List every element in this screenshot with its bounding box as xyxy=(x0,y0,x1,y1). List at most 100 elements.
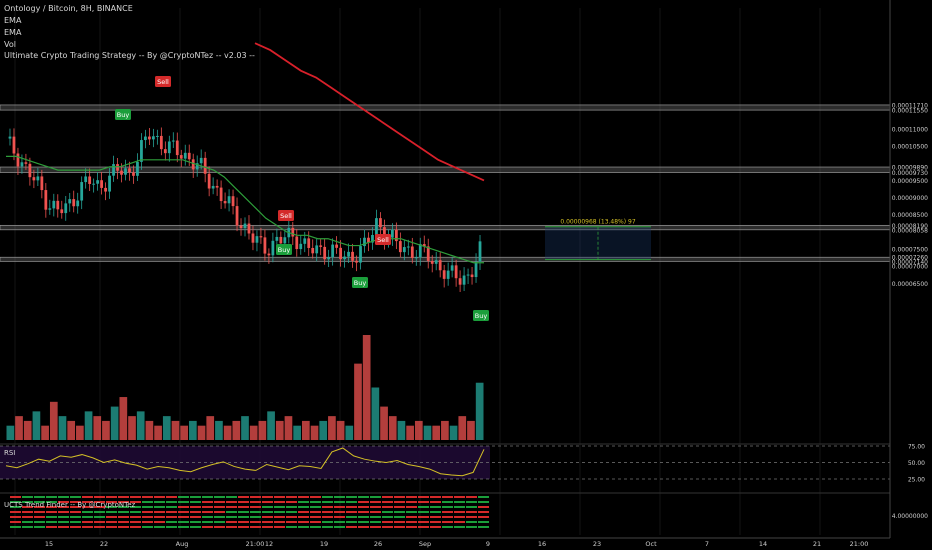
trend-cell xyxy=(442,501,453,503)
trend-cell xyxy=(454,506,465,508)
candle-body xyxy=(271,240,275,256)
trend-cell xyxy=(82,496,93,498)
candle-body xyxy=(124,168,127,175)
volume-bar xyxy=(345,425,354,440)
trend-cell xyxy=(178,526,189,528)
trend-cell xyxy=(406,521,417,523)
sell-signal-label: Sell xyxy=(157,78,169,86)
sr-zone xyxy=(0,256,891,262)
candle-body xyxy=(40,176,44,191)
study-ema-1[interactable]: EMA xyxy=(4,16,22,25)
measure-tool[interactable]: 0.00000968 (13.48%) 97 xyxy=(545,219,651,261)
candle-body xyxy=(163,149,167,154)
time-tick-label: Aug xyxy=(176,540,189,548)
trend-cell xyxy=(298,511,309,513)
ema-slow-line xyxy=(254,42,485,182)
trend-cell xyxy=(226,526,237,528)
trend-cell xyxy=(310,526,321,528)
trend-cell xyxy=(10,496,21,498)
trend-cell xyxy=(202,511,213,513)
study-volume[interactable]: Vol xyxy=(4,40,16,49)
trend-cell xyxy=(382,516,393,518)
volume-bar xyxy=(223,425,232,440)
volume-bar xyxy=(232,420,241,440)
trend-cell xyxy=(118,526,129,528)
volume-bar xyxy=(6,425,15,440)
time-tick-label: 21 xyxy=(813,540,821,548)
candle-body xyxy=(187,152,191,160)
candle-body xyxy=(36,176,40,181)
trend-cell xyxy=(298,521,309,523)
trend-cell xyxy=(262,501,273,503)
trend-cell xyxy=(190,516,201,518)
volume-bar xyxy=(128,416,136,440)
volume-bar xyxy=(258,420,267,440)
trend-cell xyxy=(10,511,21,513)
time-tick-label: Oct xyxy=(645,540,657,548)
trend-cell xyxy=(250,496,261,498)
trend-cell xyxy=(298,501,309,503)
trend-cell xyxy=(250,526,261,528)
price-tick-label: 0.00008500 xyxy=(892,212,928,219)
volume-bar xyxy=(189,420,197,440)
trend-cell xyxy=(382,526,393,528)
trend-cell xyxy=(466,526,477,528)
trend-cell xyxy=(334,521,345,523)
trend-cell xyxy=(178,511,189,513)
candle-body xyxy=(48,208,52,210)
candle-body xyxy=(195,163,199,170)
trend-cell xyxy=(214,506,225,508)
trend-cell xyxy=(214,501,225,503)
buy-signal-badge xyxy=(115,109,131,120)
volume-bar xyxy=(76,425,84,440)
trend-cell xyxy=(214,511,225,513)
trend-cell xyxy=(118,516,129,518)
candle-body xyxy=(402,247,406,253)
trend-cell xyxy=(310,516,321,518)
trend-finder-title[interactable]: UCTS Trend Finder -- By @CryptoNTez xyxy=(4,501,136,509)
trend-cell xyxy=(262,526,273,528)
trend-cell xyxy=(478,511,489,513)
trend-cell xyxy=(310,496,321,498)
candle-body xyxy=(390,229,394,238)
candle-body xyxy=(76,200,80,207)
trend-cell xyxy=(10,506,21,508)
candle-body xyxy=(207,173,211,189)
candle-body xyxy=(267,253,271,256)
candle-body xyxy=(183,152,187,159)
trend-cell xyxy=(442,516,453,518)
trend-cell xyxy=(274,511,285,513)
candle-body xyxy=(72,199,76,207)
candle-body xyxy=(191,159,195,170)
chart-symbol-title[interactable]: Ontology / Bitcoin, 8H, BINANCE xyxy=(4,4,133,13)
trend-cell xyxy=(418,511,429,513)
candle-body xyxy=(231,196,235,207)
trend-cell xyxy=(46,521,57,523)
trend-cell xyxy=(58,501,69,503)
trend-cell xyxy=(118,506,129,508)
trend-cell xyxy=(418,521,429,523)
buy-signal-badge xyxy=(276,244,292,255)
trend-cell xyxy=(106,521,117,523)
candle-body xyxy=(335,244,339,248)
rsi-title[interactable]: RSI xyxy=(4,449,16,457)
rsi-tick-label: 75.00 xyxy=(908,444,925,451)
trend-cell xyxy=(70,496,81,498)
trend-cell xyxy=(406,496,417,498)
trend-cell xyxy=(418,501,429,503)
time-tick-label: 23 xyxy=(593,540,601,548)
trend-cell xyxy=(94,496,105,498)
candle-body xyxy=(359,246,362,263)
volume-bar xyxy=(32,411,41,440)
trend-cell xyxy=(238,496,249,498)
trend-cell xyxy=(382,521,393,523)
rsi-tick-label: 25.00 xyxy=(908,477,925,484)
trend-cell xyxy=(178,501,189,503)
study-ucts-strategy[interactable]: Ultimate Crypto Trading Strategy -- By @… xyxy=(4,51,255,60)
study-ema-2[interactable]: EMA xyxy=(4,28,22,37)
trend-cell xyxy=(382,511,393,513)
trend-cell xyxy=(262,496,273,498)
trend-cell xyxy=(106,511,117,513)
trend-cell xyxy=(262,516,273,518)
